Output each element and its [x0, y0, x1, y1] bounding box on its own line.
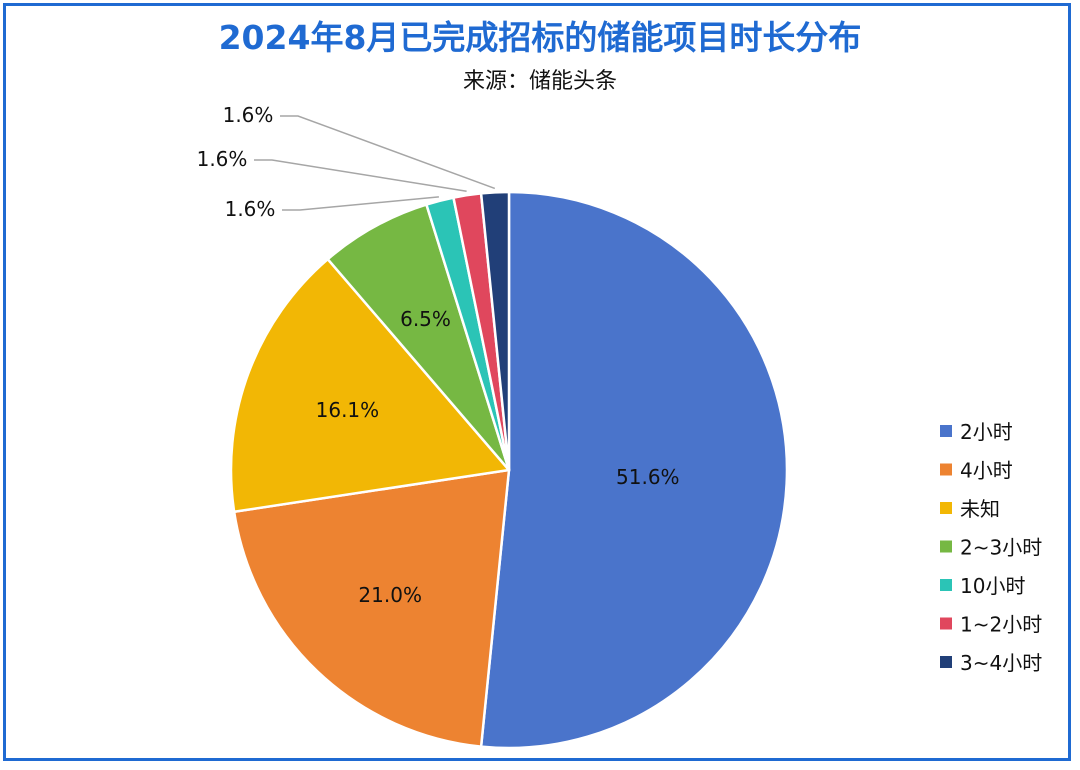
data-label-3: 16.1% — [316, 398, 380, 422]
data-labels: 51.6% 21.0% 16.1% 6.5% 1.6% 1.6% 1.6% — [197, 103, 680, 607]
data-label-4: 6.5% — [400, 307, 451, 331]
legend-swatch-6 — [940, 617, 952, 630]
leader-lines — [254, 115, 496, 211]
legend-label-1: 2小时 — [960, 420, 1013, 444]
data-label-2: 21.0% — [358, 583, 422, 607]
legend-swatch-4 — [940, 540, 952, 553]
leader-line-7 — [280, 115, 496, 190]
pie-slice-4 — [326, 203, 511, 472]
pie-slice-7 — [479, 190, 511, 472]
legend-swatch-3 — [940, 502, 952, 514]
legend-label-7: 3~4小时 — [960, 651, 1042, 675]
legend-swatch-5 — [940, 579, 952, 591]
pie-slice-2 — [232, 468, 511, 748]
legend-swatch-2 — [940, 463, 952, 476]
pie-slices — [229, 190, 789, 750]
legend-label-2: 4小时 — [960, 459, 1013, 483]
legend-swatch-7 — [940, 656, 952, 668]
data-label-5: 1.6% — [225, 197, 276, 221]
legend-label-5: 10小时 — [960, 574, 1025, 598]
pie-slice-1 — [479, 190, 789, 750]
pie-slice-3 — [229, 257, 511, 514]
legend-label-6: 1~2小时 — [960, 613, 1042, 637]
data-label-1: 51.6% — [616, 465, 680, 489]
data-label-7: 1.6% — [223, 103, 274, 127]
leader-line-6 — [254, 159, 467, 192]
chart-subtitle: 来源：储能头条 — [462, 69, 617, 94]
legend-label-3: 未知 — [960, 497, 1000, 521]
data-label-6: 1.6% — [197, 147, 248, 171]
chart-title: 2024年8月已完成招标的储能项目时长分布 — [218, 18, 862, 57]
legend-swatch-1 — [940, 425, 952, 437]
leader-line-5 — [282, 196, 439, 211]
legend-label-4: 2~3小时 — [960, 536, 1042, 560]
